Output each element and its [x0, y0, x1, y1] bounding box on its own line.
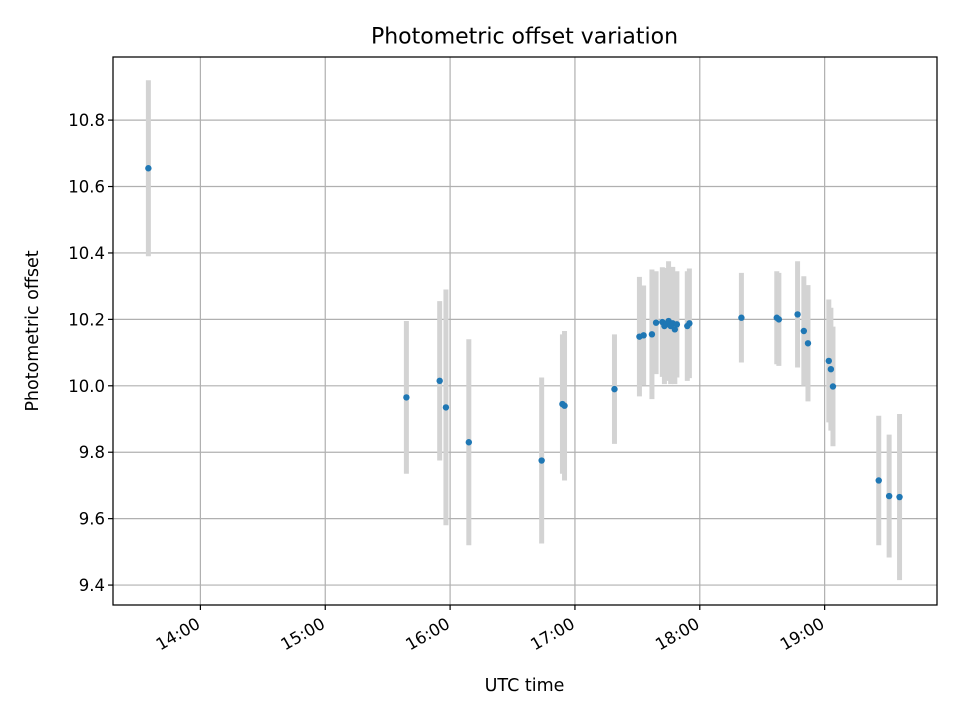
data-point: [652, 319, 660, 326]
data-point: [673, 321, 681, 328]
plot-frame: [112, 56, 938, 606]
data-point: [896, 493, 903, 501]
data-points: [145, 165, 903, 501]
grid: [113, 57, 937, 605]
y-tick-label: 9.6: [79, 510, 105, 529]
y-tick-label: 10.6: [68, 178, 105, 197]
chart-title: Photometric offset variation: [371, 25, 678, 50]
data-point: [442, 404, 450, 411]
data-point: [827, 365, 835, 373]
data-point: [825, 357, 832, 365]
data-point: [465, 439, 473, 446]
data-point: [738, 314, 745, 321]
y-tick-label: 10.2: [68, 310, 105, 329]
data-point: [648, 331, 656, 338]
data-point: [561, 402, 568, 409]
y-tick-label: 9.4: [79, 576, 105, 595]
data-point: [775, 316, 783, 323]
data-point: [829, 383, 837, 390]
y-axis-label: Photometric offset: [23, 250, 43, 411]
data-point: [145, 165, 152, 172]
data-point: [671, 326, 679, 333]
x-axis-label: UTC time: [485, 676, 565, 696]
data-point: [800, 327, 808, 335]
data-point: [403, 394, 410, 401]
data-point: [804, 340, 812, 347]
data-point: [436, 377, 443, 385]
data-point: [640, 332, 647, 339]
y-tick-label: 10.8: [68, 111, 105, 130]
data-point: [875, 477, 882, 484]
data-point: [686, 320, 693, 327]
data-point: [611, 385, 618, 393]
y-tick-label: 9.8: [79, 443, 105, 462]
y-tick-label: 10.4: [68, 244, 105, 263]
data-point: [794, 311, 801, 318]
y-tick-label: 10.0: [68, 377, 105, 396]
data-point: [538, 457, 545, 464]
data-point: [885, 492, 893, 500]
